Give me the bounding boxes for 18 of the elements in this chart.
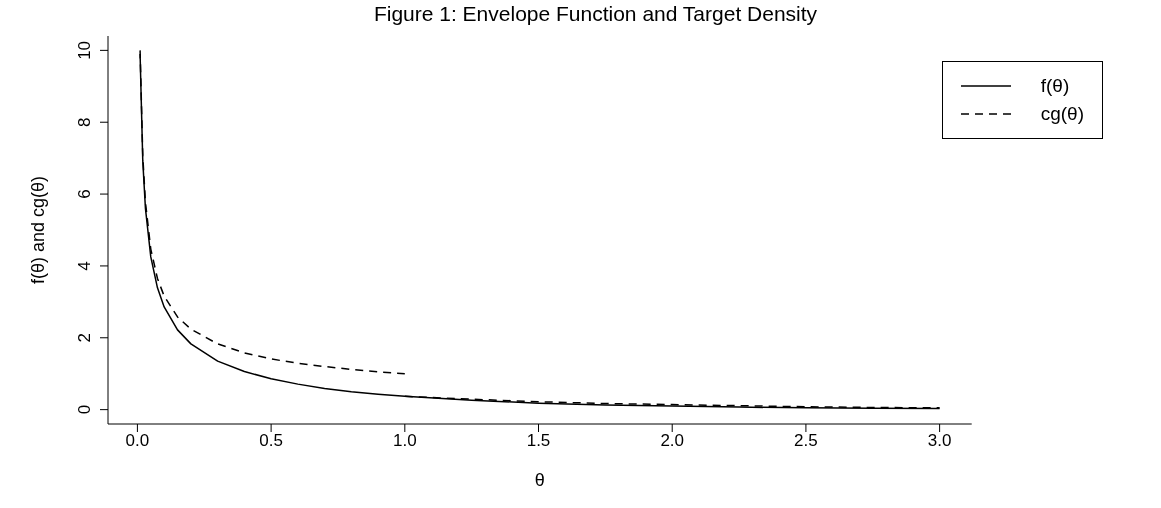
- y-tick-label: 0: [75, 404, 94, 415]
- chart-title: Figure 1: Envelope Function and Target Density: [372, 2, 819, 26]
- x-tick-label: 0.0: [125, 431, 150, 451]
- x-tick-label: 2.0: [660, 431, 685, 451]
- x-axis-title: θ: [534, 470, 545, 490]
- y-tick-label: 6: [75, 189, 94, 199]
- y-tick-label: 2: [75, 333, 94, 343]
- legend-label: cg(θ): [1040, 102, 1084, 126]
- legend-label: f(θ): [1040, 74, 1070, 98]
- x-tick-label: 1.0: [392, 431, 417, 451]
- x-tick-label: 1.5: [526, 431, 551, 451]
- y-tick-label: 10: [75, 40, 94, 60]
- x-tick-label: 2.5: [794, 431, 818, 451]
- y-tick-label: 4: [75, 261, 94, 271]
- y-tick-label: 8: [75, 117, 94, 127]
- x-tick-label: 0.5: [259, 431, 283, 451]
- x-tick-label: 3.0: [927, 431, 952, 451]
- y-axis-title: f(θ) and cg(θ): [28, 175, 49, 285]
